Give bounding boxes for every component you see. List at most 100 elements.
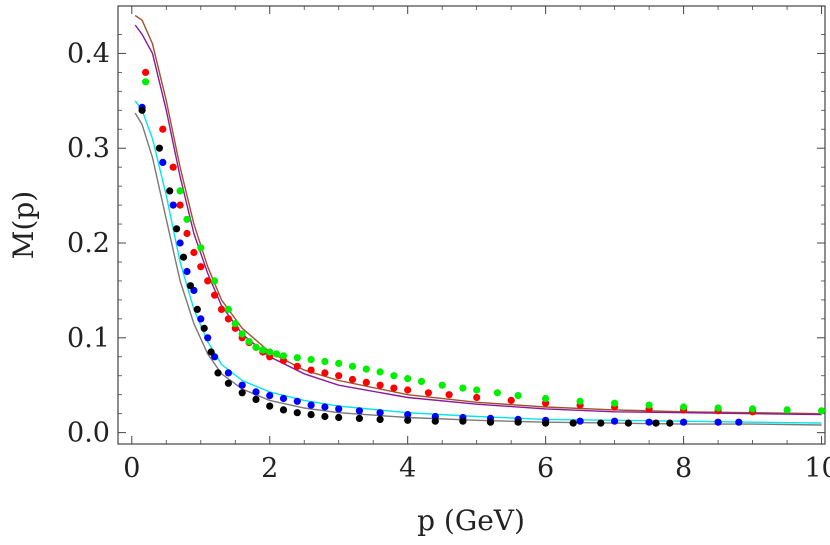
series-1-point (259, 346, 267, 354)
series-2-point (293, 397, 301, 405)
series-0-point (390, 384, 398, 392)
series-2-point (159, 158, 167, 166)
series-0-point (507, 396, 515, 404)
series-0-point (204, 277, 212, 285)
y-axis-title: M(p) (7, 191, 40, 259)
series-1-point (362, 365, 370, 373)
series-1-point (279, 352, 288, 360)
y-tick-label: 0.3 (67, 133, 110, 164)
series-3-point (179, 253, 188, 261)
series-0-point (445, 391, 453, 399)
series-1-point (645, 401, 653, 409)
series-1-point (183, 215, 191, 223)
series-3-point (597, 419, 605, 427)
series-3-point (166, 187, 174, 195)
series-1-point (611, 399, 619, 407)
series-1-point (197, 244, 205, 252)
series-5-line (134, 24, 822, 416)
series-2-point (183, 267, 191, 276)
series-3-point (252, 395, 260, 403)
series-3-point (355, 414, 363, 422)
series-1-point (576, 397, 584, 405)
series-1-point (211, 277, 219, 285)
series-1-point (514, 392, 522, 400)
series-1-point (417, 377, 426, 385)
series-3-point (214, 369, 222, 377)
series-3-point (138, 106, 146, 114)
series-0-point (307, 366, 315, 374)
series-1-point (390, 372, 398, 380)
series-1-point (293, 354, 301, 362)
series-2-point (238, 381, 246, 389)
series-2-point (735, 418, 743, 426)
series-3-point (200, 324, 208, 332)
series-1-point (473, 386, 481, 394)
series-3-point (542, 419, 550, 427)
series-1-point (307, 356, 315, 364)
series-3-point (279, 406, 288, 414)
series-3-point (459, 417, 467, 425)
series-1-point (493, 389, 501, 397)
series-1-point (231, 320, 239, 328)
series-3-point (307, 411, 315, 419)
series-3-point (321, 412, 329, 421)
series-1-point (273, 350, 281, 358)
series-3-point (238, 389, 246, 397)
x-tick-label: 2 (261, 453, 278, 484)
series-0-point (183, 229, 191, 238)
series-1-point (348, 362, 357, 370)
series-3-point (514, 418, 522, 426)
series-2-point (376, 409, 384, 417)
series-1-point (252, 343, 260, 351)
series-3-point (569, 419, 577, 427)
x-tick-label: 10 (804, 453, 830, 484)
series-2-point (714, 418, 722, 426)
series-0-point (404, 386, 412, 394)
series-6-line (134, 100, 822, 424)
y-tick-label: 0.0 (67, 418, 110, 449)
y-tick-label: 0.2 (67, 228, 110, 259)
series-1-point (266, 348, 274, 356)
series-0-point (211, 291, 219, 299)
series-1-point (459, 384, 467, 392)
lines-layer (134, 14, 822, 426)
x-tick-label: 6 (537, 453, 554, 484)
series-3-point (207, 348, 215, 356)
series-3-point (193, 305, 201, 313)
series-0-point (335, 372, 343, 380)
series-1-point (142, 78, 150, 86)
series-2-point (169, 201, 177, 209)
series-1-point (714, 404, 722, 412)
series-3-point (624, 419, 633, 427)
series-0-point (224, 315, 232, 323)
series-2-point (266, 392, 274, 400)
series-0-point (348, 375, 357, 384)
series-2-point (197, 315, 205, 323)
series-2-point (224, 369, 232, 377)
series-3-point (173, 225, 181, 233)
series-2-point (355, 407, 363, 415)
series-3-point (224, 379, 232, 387)
series-3-point (155, 144, 163, 152)
series-1-point (818, 407, 826, 415)
series-1-point (321, 357, 329, 366)
series-3-point (431, 417, 439, 425)
points-layer (138, 68, 826, 427)
series-2-point (645, 418, 653, 426)
series-3-point (486, 418, 495, 426)
plot-frame (117, 5, 826, 445)
series-0-point (190, 248, 198, 257)
series-0-point (176, 201, 184, 209)
series-2-point (680, 418, 688, 426)
series-1-point (542, 394, 550, 403)
series-2-point (279, 394, 288, 403)
series-3-point (404, 416, 412, 424)
series-0-point (376, 381, 384, 389)
series-0-point (217, 305, 226, 313)
series-0-point (159, 125, 167, 133)
series-0-point (321, 369, 329, 377)
series-1-point (224, 305, 232, 313)
series-2-point (204, 334, 212, 342)
series-1-point (335, 359, 343, 367)
